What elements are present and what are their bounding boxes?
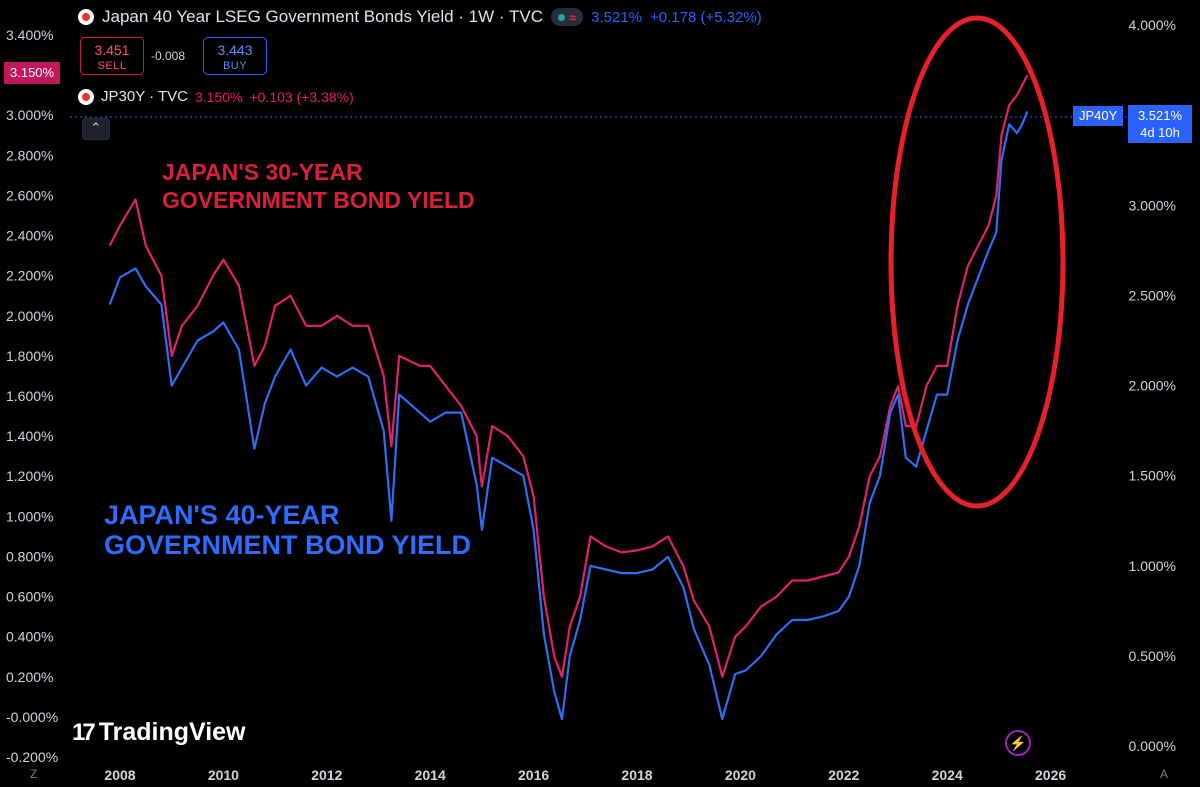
bar-countdown: 4d 10h [1140, 125, 1180, 140]
market-open-dot-icon [557, 13, 565, 21]
left-axis-tick: 1.400% [6, 428, 53, 444]
right-axis-tick: 1.500% [1129, 468, 1176, 484]
left-axis-tick: 2.800% [6, 147, 53, 163]
left-axis-tick: -0.000% [6, 709, 58, 725]
chart-legend-main[interactable]: Japan 40 Year LSEG Government Bonds Yiel… [78, 6, 762, 28]
buy-button[interactable]: 3.443 BUY [203, 37, 267, 75]
jp30y-annotation: JAPAN'S 30-YEAR GOVERNMENT BOND YIELD [162, 158, 475, 214]
symbol-title[interactable]: Japan 40 Year LSEG Government Bonds Yiel… [102, 7, 543, 26]
left-axis-tick: 1.000% [6, 508, 53, 524]
jp40y-symbol-tag: JP40Y [1073, 106, 1124, 126]
left-axis-tick: 2.400% [6, 228, 53, 244]
right-axis-tick: 1.000% [1129, 558, 1176, 574]
jp30y-price-tag: 3.150% [4, 62, 61, 84]
collapse-legend-button[interactable]: ⌃ [82, 118, 110, 140]
left-axis-tick: 1.200% [6, 468, 53, 484]
left-axis-tick: 2.200% [6, 268, 53, 284]
left-axis-tick: 0.400% [6, 629, 53, 645]
jp40y-annotation-line2: GOVERNMENT BOND YIELD [104, 530, 472, 560]
tradingview-wordmark: TradingView [98, 718, 246, 746]
time-axis-tick: 2016 [518, 767, 549, 783]
time-axis-tick: 2008 [104, 767, 135, 783]
highlight-ellipse [888, 15, 1066, 509]
left-axis-tick: -0.200% [6, 749, 58, 765]
time-axis-tick: 2024 [932, 767, 963, 783]
chevron-up-icon: ⌃ [90, 120, 102, 135]
left-axis-tick: 1.600% [6, 388, 53, 404]
price-change: +0.178 (+5.32%) [650, 8, 762, 26]
time-axis-tick: 2026 [1035, 767, 1066, 783]
auto-scale-toggle[interactable]: A [1160, 767, 1169, 781]
japan-flag-icon [78, 88, 94, 105]
tradingview-mark-icon: 17 [72, 718, 96, 746]
compare-last: 3.150% [194, 88, 243, 105]
sell-button[interactable]: 3.451 SELL [80, 37, 144, 75]
compare-symbol[interactable]: JP30Y · TVC [101, 88, 188, 105]
series-line-jp40y [108, 111, 1029, 721]
lightning-icon[interactable]: ⚡ [1005, 730, 1031, 756]
right-axis-tick: 0.000% [1129, 738, 1176, 754]
left-axis-tick: 0.800% [6, 548, 53, 564]
right-price-axis: 4.000%3.500%3.000%2.500%2.000%1.500%1.00… [1129, 17, 1176, 754]
left-price-axis: 3.400%3.200%3.000%2.800%2.600%2.400%2.20… [6, 27, 58, 765]
left-axis-tick: 0.200% [6, 669, 53, 685]
sell-price: 3.451 [94, 42, 130, 58]
right-axis-tick: 2.000% [1129, 378, 1176, 394]
buy-label: BUY [222, 60, 248, 72]
time-axis-tick: 2010 [208, 767, 239, 783]
left-axis-tick: 3.400% [6, 27, 53, 43]
japan-flag-icon [78, 9, 94, 25]
right-axis-tick: 0.500% [1129, 648, 1176, 664]
left-axis-tick: 1.800% [6, 348, 53, 364]
compare-change: +0.103 (+3.38%) [249, 88, 354, 105]
left-axis-tick: 0.600% [6, 589, 53, 605]
left-axis-tick: 3.000% [6, 107, 53, 123]
jp40y-annotation: JAPAN'S 40-YEAR GOVERNMENT BOND YIELD [104, 500, 471, 560]
buy-price: 3.443 [217, 42, 253, 58]
time-axis-tick: 2014 [415, 767, 446, 783]
time-axis-tick: 2022 [828, 767, 859, 783]
jp40y-annotation-line1: JAPAN'S 40-YEAR [104, 500, 340, 530]
right-axis-tick: 2.500% [1129, 287, 1176, 303]
jp40y-price-value: 3.521% [1137, 108, 1183, 123]
spread-value: -0.008 [151, 49, 186, 63]
series-line-jp30y [108, 74, 1029, 678]
sell-label: SELL [97, 60, 127, 72]
jp40y-price-tag: 3.521% 4d 10h [1128, 105, 1192, 143]
jp30y-annotation-line2: GOVERNMENT BOND YIELD [162, 187, 475, 213]
last-price: 3.521% [591, 8, 642, 26]
jp30y-annotation-line1: JAPAN'S 30-YEAR [162, 159, 363, 185]
left-axis-tick: 2.600% [6, 187, 53, 203]
left-axis-tick: 2.000% [6, 308, 53, 324]
time-axis: 2008 2010 2012 2014 2016 2018 2020 2022 2024 2026 [104, 767, 1066, 783]
time-axis-tick: 2020 [725, 767, 756, 783]
compare-legend[interactable]: JP30Y · TVC 3.150% +0.103 (+3.38%) [78, 88, 354, 105]
tradingview-logo[interactable]: 17 TradingView [72, 718, 246, 747]
scale-toggle-z[interactable]: Z [30, 767, 38, 781]
time-axis-tick: 2012 [311, 767, 342, 783]
market-status-pill[interactable]: ≈ [550, 8, 584, 26]
series-layer [108, 74, 1029, 721]
right-axis-tick: 3.000% [1129, 197, 1176, 213]
time-axis-tick: 2018 [621, 767, 652, 783]
right-axis-tick: 4.000% [1129, 17, 1176, 33]
status-wave-icon: ≈ [568, 9, 577, 25]
